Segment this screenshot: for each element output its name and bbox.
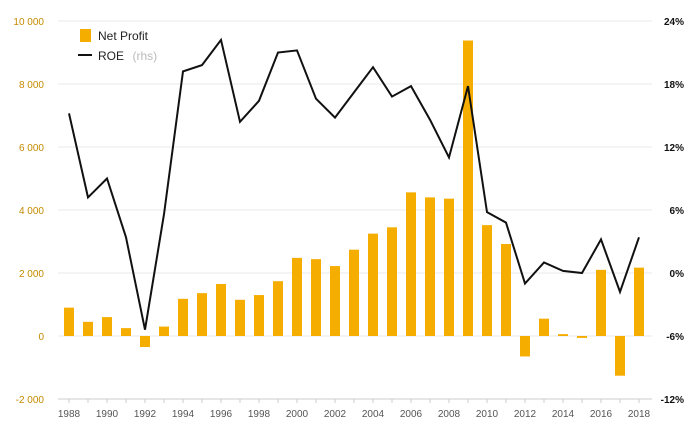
legend-label-roe: ROE <box>98 49 124 63</box>
y-left-tick-label: 10 000 <box>13 17 44 28</box>
bar-net-profit-1997 <box>235 299 245 336</box>
bar-net-profit-2010 <box>482 225 492 336</box>
roe-line-group <box>68 37 640 330</box>
bar-net-profit-1993 <box>159 326 169 336</box>
bar-net-profit-1990 <box>102 317 112 336</box>
x-tick-label: 2006 <box>400 409 423 420</box>
bar-net-profit-1998 <box>254 295 264 336</box>
y-right-tick-label: 6% <box>670 206 685 217</box>
right-axis: -12% -6% 0% 6% 12% 18% 24% <box>661 17 684 406</box>
bar-net-profit-2003 <box>349 249 359 336</box>
bar-net-profit-1996 <box>216 284 226 336</box>
y-right-tick-label: 18% <box>664 80 684 91</box>
bar-net-profit-2014 <box>558 334 568 336</box>
bar-net-profit-2005 <box>387 227 397 336</box>
x-tick-label: 2012 <box>514 409 537 420</box>
y-left-tick-label: 4 000 <box>19 206 44 217</box>
bar-net-profit-2001 <box>311 259 321 336</box>
x-tick-label: 1990 <box>96 409 119 420</box>
y-left-tick-label: -2 000 <box>16 395 45 406</box>
x-tick-label: 1996 <box>210 409 233 420</box>
bar-net-profit-2002 <box>330 266 340 336</box>
legend: Net Profit ROE (rhs) <box>78 29 157 64</box>
bar-net-profit-2013 <box>539 318 549 336</box>
left-axis: -2 000 0 2 000 4 000 6 000 8 000 10 000 <box>13 17 44 406</box>
bar-net-profit-2017 <box>615 336 625 376</box>
x-axis: 1988 1990 1992 1994 1996 1998 2000 2002 2004 2006… <box>58 399 651 420</box>
bar-net-profit-2006 <box>406 192 416 336</box>
bar-net-profit-2004 <box>368 233 378 336</box>
legend-label-net-profit: Net Profit <box>98 29 149 43</box>
bar-net-profit-1989 <box>83 321 93 336</box>
y-left-tick-label: 2 000 <box>19 269 44 280</box>
x-tick-label: 2010 <box>476 409 499 420</box>
bar-net-profit-1992 <box>140 336 150 348</box>
x-tick-label: 1992 <box>134 409 157 420</box>
bar-net-profit-1995 <box>197 293 207 336</box>
bar-net-profit-2011 <box>501 244 511 336</box>
y-right-tick-label: 12% <box>664 143 684 154</box>
x-tick-label: 2000 <box>286 409 309 420</box>
x-tick-label: 2018 <box>628 409 651 420</box>
x-tick-label: 1998 <box>248 409 271 420</box>
y-right-tick-label: 0% <box>670 269 685 280</box>
x-tick-label: 2002 <box>324 409 347 420</box>
x-tick-label: 1994 <box>172 409 195 420</box>
bar-net-profit-2018 <box>634 267 644 336</box>
legend-swatch-net-profit <box>80 29 91 42</box>
bar-net-profit-1991 <box>121 328 131 336</box>
bar-net-profit-1994 <box>178 298 188 336</box>
net-profit-bars <box>64 40 644 376</box>
bar-net-profit-2007 <box>425 197 435 336</box>
y-left-tick-label: 0 <box>38 332 44 343</box>
bar-net-profit-1999 <box>273 281 283 336</box>
roe-line <box>68 37 640 330</box>
bar-net-profit-2012 <box>520 336 530 357</box>
bar-net-profit-2016 <box>596 269 606 336</box>
x-tick-label: 2014 <box>552 409 575 420</box>
legend-label-roe-group: ROE (rhs) <box>98 47 157 64</box>
y-right-tick-label: -6% <box>666 332 684 343</box>
y-right-tick-label: 24% <box>664 17 684 28</box>
y-right-tick-label: -12% <box>661 395 684 406</box>
x-tick-label: 1988 <box>58 409 81 420</box>
bar-net-profit-2008 <box>444 198 454 336</box>
bar-net-profit-2000 <box>292 257 302 336</box>
legend-label-roe-note: (rhs) <box>132 49 157 63</box>
bar-net-profit-2015 <box>577 336 587 338</box>
bar-net-profit-2009 <box>463 40 473 336</box>
y-left-tick-label: 6 000 <box>19 143 44 154</box>
bar-net-profit-1988 <box>64 307 74 336</box>
x-tick-label: 2008 <box>438 409 461 420</box>
x-tick-label: 2016 <box>590 409 613 420</box>
y-left-tick-label: 8 000 <box>19 80 44 91</box>
x-tick-label: 2004 <box>362 409 385 420</box>
